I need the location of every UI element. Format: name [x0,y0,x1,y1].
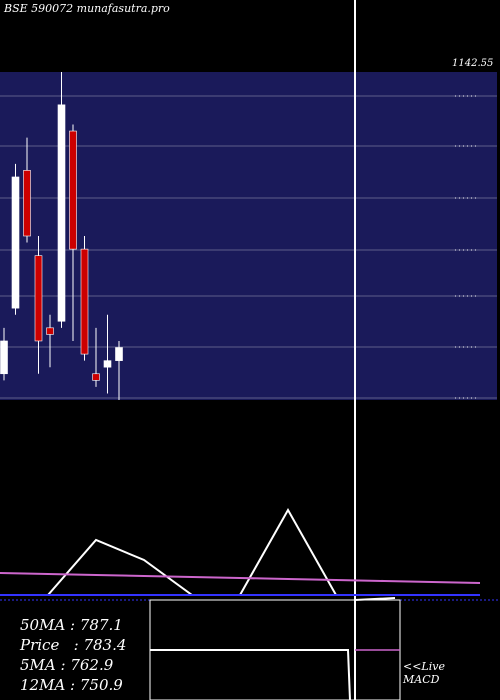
candle-body [57,104,66,322]
price-stat: Price : 783.4 [20,636,127,654]
macd-line [150,649,351,700]
candle-body [103,360,112,368]
top-price-label: 1142.55 [452,58,494,69]
live-link[interactable]: <<Live [403,660,445,673]
live-macd-label[interactable]: <<Live MACD [403,660,445,686]
candle-body [80,248,89,355]
ma50-stat: 50MA : 787.1 [20,616,123,634]
chart-header: BSE 590072 munafasutra.pro [4,2,170,15]
candle-body [92,373,100,381]
candle-body [11,176,20,309]
candle-body [23,170,31,237]
stats-box: 50MA : 787.1 Price : 783.4 5MA : 762.9 1… [20,615,126,695]
candle-body [115,347,123,361]
ma5-stat: 5MA : 762.9 [20,656,114,674]
macd-label: MACD [403,673,440,686]
candle-body [69,130,77,250]
candle-body [0,340,8,375]
candle-body [34,255,43,342]
ma12-stat: 12MA : 750.9 [20,676,123,694]
indicator-line-1 [0,572,481,584]
macd-top-tick [354,597,396,601]
candle-body [46,327,54,335]
